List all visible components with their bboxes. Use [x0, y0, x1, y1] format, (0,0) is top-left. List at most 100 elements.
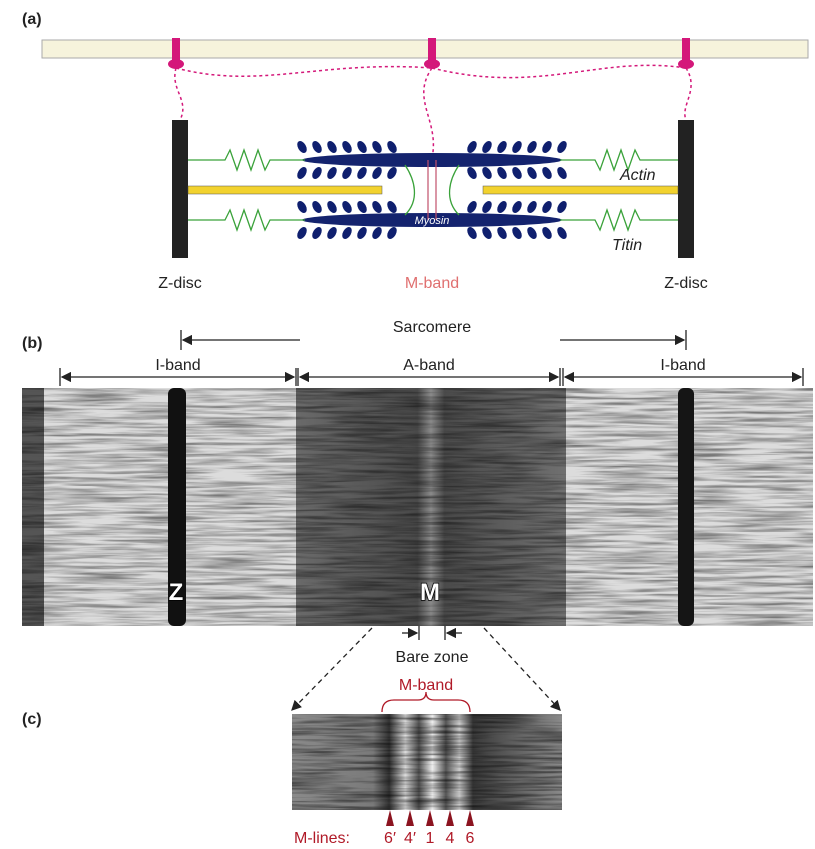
myosin-head: [325, 199, 338, 214]
m-line-marker: [386, 810, 394, 826]
z-disc-label: Z-disc: [158, 275, 202, 292]
myosin-head: [525, 199, 538, 214]
myosin-head: [340, 225, 353, 240]
m-mark: M: [420, 579, 440, 606]
band-arrows: I-band A-band I-band: [60, 357, 803, 386]
myosin-head: [480, 199, 493, 214]
myosin-label: Myosin: [415, 215, 450, 227]
z-disc-label: Z-disc: [664, 275, 708, 292]
myosin-head: [385, 139, 398, 154]
myosin-head: [295, 225, 308, 240]
m-band-label: M-band: [399, 677, 453, 694]
actin: [188, 186, 382, 194]
myosin-head: [340, 139, 353, 154]
myosin-head: [310, 139, 323, 154]
myosin-head: [465, 225, 478, 240]
myosin-head: [555, 225, 568, 240]
titin-label: Titin: [612, 237, 642, 254]
myosin-head: [370, 199, 383, 214]
myosin-head: [325, 165, 338, 180]
myosin-head: [325, 225, 338, 240]
myosin-head: [495, 199, 508, 214]
m-line-label: 6′: [384, 830, 396, 847]
sarcomere-label: Sarcomere: [393, 319, 471, 336]
myosin-head: [525, 165, 538, 180]
bare-zone-label: Bare zone: [396, 649, 469, 666]
myosin-head: [465, 199, 478, 214]
myosin-head: [510, 199, 523, 214]
brace: [382, 692, 470, 712]
myosin-head: [510, 139, 523, 154]
myosin-head: [540, 199, 553, 214]
myosin-head: [370, 165, 383, 180]
myosin-head: [495, 139, 508, 154]
myosin-head: [540, 139, 553, 154]
myosin-head: [495, 165, 508, 180]
actin-label: Actin: [619, 167, 656, 184]
myosin-head: [310, 199, 323, 214]
myosin-head: [355, 225, 368, 240]
myosin-head: [510, 225, 523, 240]
zoom-texture: [292, 714, 562, 810]
z-disc: [172, 120, 188, 258]
myosin-head: [370, 225, 383, 240]
m-line-marker: [466, 810, 474, 826]
myosin-head: [525, 225, 538, 240]
z-disc: [678, 120, 694, 258]
myosin-head: [480, 139, 493, 154]
m-line-label: 6: [466, 830, 475, 847]
membrane-bar: [42, 40, 808, 58]
actin: [483, 186, 678, 194]
myosin-head: [465, 139, 478, 154]
myosin-head: [370, 139, 383, 154]
myosin-head: [340, 165, 353, 180]
m-line-marker: [446, 810, 454, 826]
myosin: [302, 153, 562, 167]
m-band-label: M-band: [405, 275, 459, 292]
z-line: [678, 388, 694, 626]
zoom-line: [292, 628, 372, 710]
myosin-head: [465, 165, 478, 180]
m-line-marker: [426, 810, 434, 826]
myosin-head: [325, 139, 338, 154]
myosin-head: [340, 199, 353, 214]
myosin-head: [295, 139, 308, 154]
band-label: I-band: [660, 357, 705, 374]
myosin-head: [385, 225, 398, 240]
panel-label: (a): [22, 11, 42, 28]
panel-label: (c): [22, 711, 42, 728]
m-line-label: 4′: [404, 830, 416, 847]
myosin-head: [525, 139, 538, 154]
zoom-line: [484, 628, 560, 710]
micrograph-texture: [22, 388, 813, 626]
myosin-head: [385, 199, 398, 214]
m-line-label: 1: [426, 830, 435, 847]
myosin-head: [310, 225, 323, 240]
myosin-head: [295, 199, 308, 214]
myosin-head: [555, 199, 568, 214]
myosin-head: [555, 165, 568, 180]
m-lines-label: M-lines:: [294, 830, 350, 847]
band-label: A-band: [403, 357, 455, 374]
myosin-head: [355, 165, 368, 180]
myosin-head: [355, 199, 368, 214]
myosin-head: [480, 225, 493, 240]
myosin-head: [540, 165, 553, 180]
m-line-marker: [406, 810, 414, 826]
myosin-head: [310, 165, 323, 180]
myosin-head: [480, 165, 493, 180]
myosin-head: [510, 165, 523, 180]
myosin-head: [355, 139, 368, 154]
tethers: [175, 65, 691, 158]
myosin-head: [385, 165, 398, 180]
myosin-head: [495, 225, 508, 240]
z-mark: Z: [169, 579, 184, 606]
panel-label: (b): [22, 335, 42, 352]
myosin-head: [555, 139, 568, 154]
figure: (a) Myosin Actin Titin Z-disc M-band Z-d…: [0, 0, 815, 849]
m-band-lines: [428, 160, 436, 220]
myosin-head: [540, 225, 553, 240]
band-label: I-band: [155, 357, 200, 374]
myosin-head: [295, 165, 308, 180]
